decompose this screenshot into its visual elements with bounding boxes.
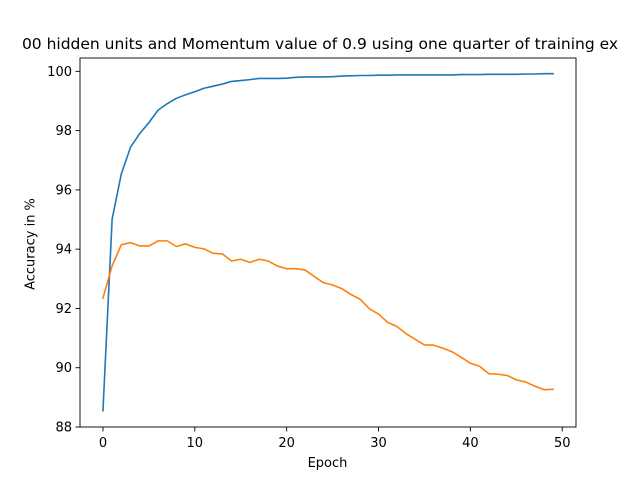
y-tick-label: 98 [55, 124, 72, 139]
plot-frame [79, 57, 577, 428]
x-tick-label: 20 [278, 436, 295, 451]
x-tick-label: 10 [187, 436, 204, 451]
series-line-1 [102, 72, 554, 412]
y-tick-label: 90 [55, 361, 72, 376]
x-tick-label: 30 [370, 436, 387, 451]
chart-title: 00 hidden units and Momentum value of 0.… [22, 35, 618, 53]
series-layer [101, 72, 554, 412]
x-tick-label: 40 [462, 436, 479, 451]
series-line-2 [101, 240, 554, 391]
y-tick-label: 94 [55, 243, 72, 258]
y-tick-label: 88 [55, 421, 72, 436]
y-tick-label: 92 [55, 302, 72, 317]
x-tick-label: 50 [554, 436, 571, 451]
y-axis-title: Accuracy in % [24, 198, 39, 290]
axes-layer: 0 10 20 30 40 50 88 90 92 94 96 98 100 [47, 65, 570, 451]
y-tick-label: 96 [55, 183, 72, 198]
x-axis-title: Epoch [308, 456, 348, 471]
x-tick-label: 0 [99, 436, 107, 451]
y-tick-label: 100 [47, 65, 72, 80]
